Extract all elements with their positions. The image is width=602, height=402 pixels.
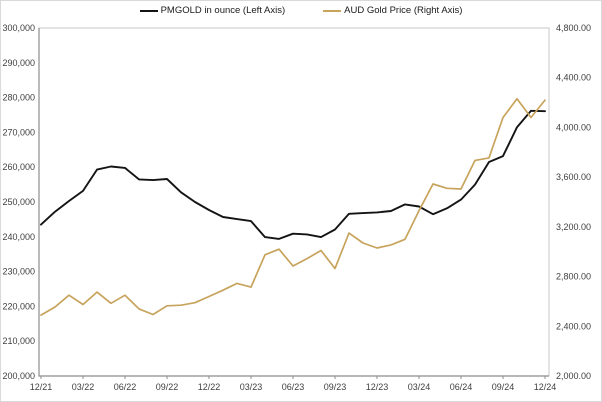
y-right-tick-label: 4,800.00: [556, 23, 591, 33]
pmgold-line[interactable]: [40, 109, 546, 240]
y-left-tick-label: 220,000: [2, 301, 35, 311]
y-left-tick-label: 230,000: [2, 267, 35, 277]
axis-lines: [38, 28, 549, 377]
legend-item-pmgold[interactable]: PMGOLD in ounce (Left Axis): [139, 5, 286, 17]
y-right-tick-label: 2,800.00: [556, 272, 591, 282]
y-right-tick-label: 3,600.00: [556, 172, 591, 182]
x-axis-tick-label: 12/21: [30, 382, 53, 392]
x-axis-tick-label: 12/24: [534, 382, 557, 392]
x-axis-tick-label: 12/22: [198, 382, 221, 392]
legend: PMGOLD in ounce (Left Axis) AUD Gold Pri…: [0, 5, 602, 17]
y-right-tick-label: 4,000.00: [556, 122, 591, 132]
legend-label-aud-gold: AUD Gold Price (Right Axis): [344, 5, 463, 16]
y-left-tick-label: 290,000: [2, 58, 35, 68]
y-right-tick-label: 3,200.00: [556, 222, 591, 232]
x-axis-tick-label: 06/23: [282, 382, 305, 392]
x-axis-tick-label: 06/24: [450, 382, 473, 392]
y-right-tick-label: 2,400.00: [556, 321, 591, 331]
legend-label-pmgold: PMGOLD in ounce (Left Axis): [160, 5, 286, 16]
aud-gold-line[interactable]: [40, 97, 546, 316]
pmgold-line-marker: [139, 10, 158, 12]
x-axis-tick-label: 03/23: [240, 382, 263, 392]
y-left-tick-label: 280,000: [2, 93, 35, 103]
x-axis-tick-label: 09/24: [492, 382, 515, 392]
y-right-tick-label: 4,400.00: [556, 73, 591, 83]
y-right-tick-label: 2,000.00: [556, 371, 591, 381]
x-axis-tick-label: 06/22: [114, 382, 137, 392]
legend-item-aud-gold[interactable]: AUD Gold Price (Right Axis): [323, 5, 462, 17]
y-left-tick-label: 240,000: [2, 232, 35, 242]
x-axis-tick-label: 03/22: [72, 382, 95, 392]
y-left-tick-label: 200,000: [2, 371, 35, 381]
y-left-tick-label: 250,000: [2, 197, 35, 207]
y-left-tick-label: 210,000: [2, 336, 35, 346]
plot-frame: [38, 27, 550, 377]
y-left-tick-label: 300,000: [2, 23, 35, 33]
x-axis-tick-label: 12/23: [366, 382, 389, 392]
aud-gold-line-marker: [323, 10, 342, 12]
y-left-tick-label: 260,000: [2, 162, 35, 172]
y-left-tick-label: 270,000: [2, 127, 35, 137]
x-axis-tick-label: 09/23: [324, 382, 347, 392]
x-axis-tick-label: 09/22: [156, 382, 179, 392]
x-axis-tick-label: 03/24: [408, 382, 431, 392]
